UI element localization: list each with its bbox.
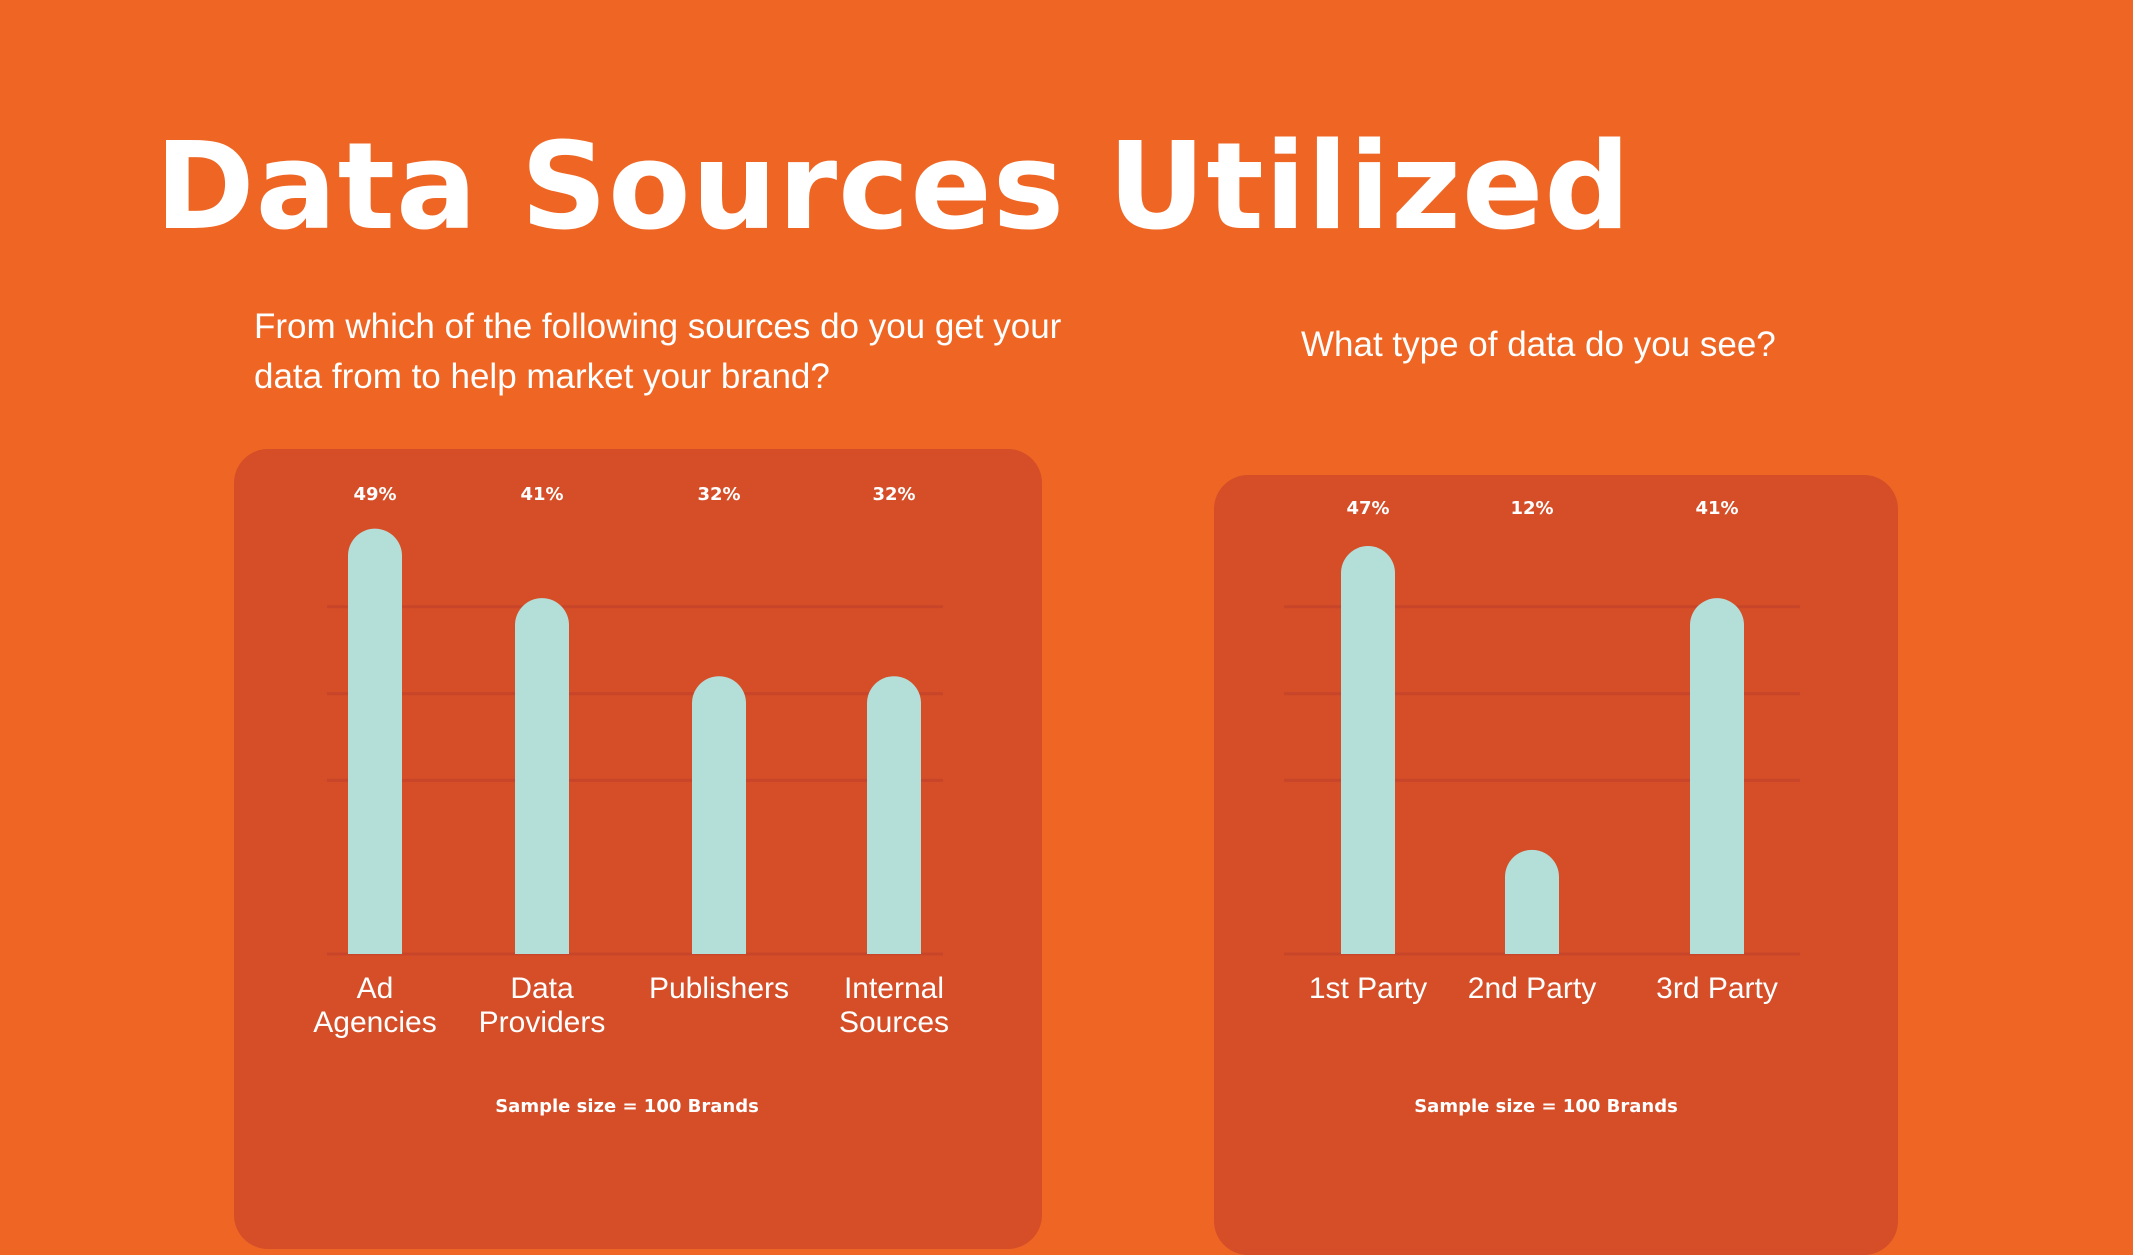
chart-2-sample-size: Sample size = 100 Brands [1414, 1096, 1678, 1117]
chart-1-question: From which of the following sources do y… [254, 307, 1062, 396]
bar [1690, 598, 1744, 954]
bar [1341, 546, 1395, 954]
bar-value-label: 12% [1510, 498, 1553, 519]
category-label: Publishers [649, 972, 789, 1005]
bar-value-label: 49% [353, 484, 396, 505]
chart-1-sample-size: Sample size = 100 Brands [495, 1096, 759, 1117]
bar [515, 598, 569, 954]
category-label: 3rd Party [1656, 972, 1778, 1005]
bar [867, 676, 921, 954]
chart-2-question: What type of data do you see? [1301, 325, 1776, 364]
bar-value-label: 32% [872, 484, 915, 505]
category-label: 2nd Party [1468, 972, 1596, 1005]
bar-value-label: 47% [1346, 498, 1389, 519]
bar [348, 528, 402, 954]
page-title: Data Sources Utilized [155, 118, 1632, 257]
category-label: 1st Party [1309, 972, 1427, 1005]
chart-2-svg: 47% 1st Party 12% 2nd Party 41% 3rd Party [1284, 498, 1800, 1005]
category-label: Data Providers [479, 972, 606, 1039]
bar-value-label: 41% [1695, 498, 1738, 519]
bar [1505, 849, 1559, 954]
bar-value-label: 32% [697, 484, 740, 505]
bar-value-label: 41% [520, 484, 563, 505]
category-label: Internal Sources [839, 972, 949, 1039]
category-label: Ad Agencies [313, 972, 436, 1039]
bar [692, 676, 746, 954]
chart-1-svg: 49% Ad Agencies 41% Data Providers 32% Publishe… [313, 484, 949, 1039]
